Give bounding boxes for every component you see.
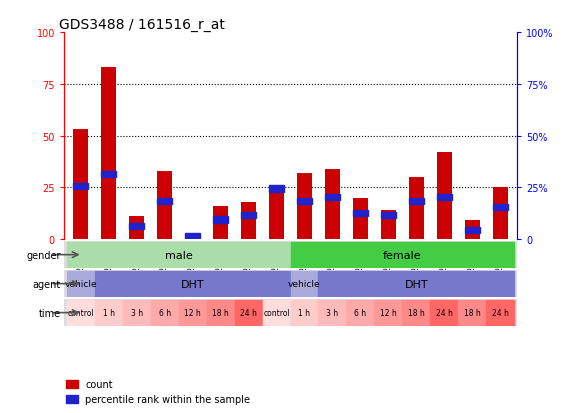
- Text: 24 h: 24 h: [240, 309, 257, 317]
- Bar: [123, 300, 150, 326]
- Bar: [290, 242, 514, 268]
- Text: 6 h: 6 h: [354, 309, 367, 317]
- Bar: [437, 153, 452, 240]
- Text: agent: agent: [33, 279, 61, 289]
- Text: DHT: DHT: [404, 279, 428, 289]
- Bar: [381, 213, 396, 219]
- Bar: [437, 194, 452, 200]
- Bar: [150, 300, 178, 326]
- Bar: [353, 198, 368, 240]
- Text: 1 h: 1 h: [299, 309, 310, 317]
- Bar: [101, 68, 116, 240]
- Bar: [185, 233, 200, 240]
- Bar: [185, 233, 200, 240]
- Bar: [290, 300, 318, 326]
- Bar: [318, 271, 514, 297]
- Text: control: control: [263, 309, 290, 317]
- Text: vehicle: vehicle: [288, 280, 321, 288]
- Bar: [95, 271, 290, 297]
- Text: 18 h: 18 h: [212, 309, 229, 317]
- Bar: [241, 202, 256, 240]
- Bar: [269, 186, 284, 240]
- Text: time: time: [39, 308, 61, 318]
- Text: 6 h: 6 h: [159, 309, 171, 317]
- Text: 1 h: 1 h: [103, 309, 114, 317]
- Bar: [269, 186, 284, 192]
- Text: 3 h: 3 h: [327, 309, 339, 317]
- Text: 18 h: 18 h: [408, 309, 425, 317]
- Text: 24 h: 24 h: [492, 309, 509, 317]
- Bar: [95, 300, 123, 326]
- Bar: [381, 211, 396, 240]
- Bar: [346, 300, 374, 326]
- Bar: [431, 300, 458, 326]
- Bar: [325, 169, 340, 240]
- Text: DHT: DHT: [181, 279, 205, 289]
- Text: vehicle: vehicle: [64, 280, 97, 288]
- Bar: [486, 300, 514, 326]
- Bar: [493, 204, 508, 211]
- Bar: [318, 300, 346, 326]
- Bar: [235, 300, 263, 326]
- Bar: [403, 300, 431, 326]
- Bar: [67, 300, 95, 326]
- Text: GDS3488 / 161516_r_at: GDS3488 / 161516_r_at: [59, 18, 225, 32]
- Text: male: male: [165, 250, 192, 260]
- Bar: [157, 198, 173, 204]
- Bar: [374, 300, 403, 326]
- Bar: [297, 198, 312, 204]
- Text: 3 h: 3 h: [131, 309, 143, 317]
- Text: control: control: [67, 309, 94, 317]
- Bar: [493, 188, 508, 240]
- Bar: [67, 242, 290, 268]
- Bar: [101, 171, 116, 178]
- Bar: [297, 173, 312, 240]
- Legend: count, percentile rank within the sample: count, percentile rank within the sample: [66, 379, 250, 404]
- Bar: [213, 217, 228, 223]
- Bar: [353, 211, 368, 217]
- Text: 12 h: 12 h: [380, 309, 397, 317]
- Bar: [263, 300, 290, 326]
- Bar: [290, 271, 318, 297]
- Text: 18 h: 18 h: [464, 309, 480, 317]
- Bar: [458, 300, 486, 326]
- Bar: [129, 223, 144, 229]
- Bar: [408, 198, 424, 204]
- Bar: [408, 178, 424, 240]
- Bar: [213, 206, 228, 240]
- Bar: [325, 194, 340, 200]
- Text: 12 h: 12 h: [184, 309, 201, 317]
- Text: gender: gender: [27, 250, 61, 260]
- Bar: [157, 171, 173, 240]
- Text: 24 h: 24 h: [436, 309, 453, 317]
- Text: female: female: [383, 250, 422, 260]
- Bar: [129, 217, 144, 240]
- Bar: [207, 300, 235, 326]
- Bar: [465, 227, 480, 233]
- Bar: [73, 130, 88, 240]
- Bar: [465, 221, 480, 240]
- Bar: [241, 213, 256, 219]
- Bar: [67, 271, 95, 297]
- Bar: [178, 300, 207, 326]
- Bar: [73, 184, 88, 190]
